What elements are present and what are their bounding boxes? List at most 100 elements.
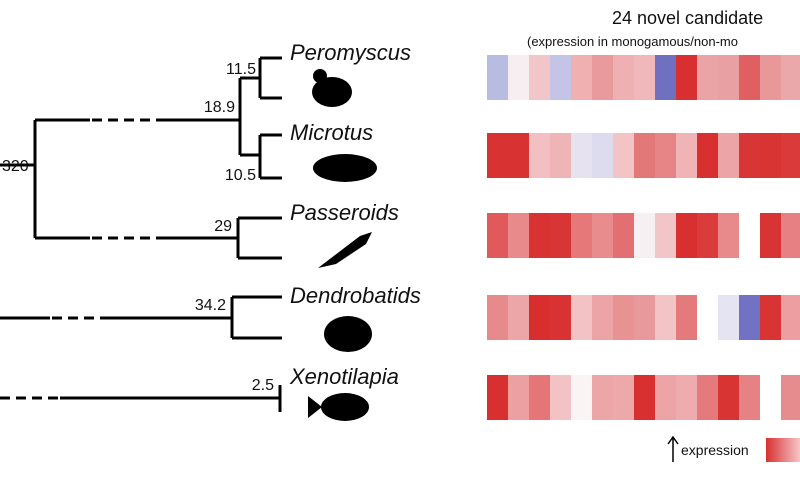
heatmap-cell — [634, 133, 655, 178]
heatmap-cell — [760, 133, 781, 178]
heatmap-cell — [718, 133, 739, 178]
heatmap-cell — [613, 133, 634, 178]
legend-label: expression — [681, 442, 749, 458]
heatmap-cell — [697, 375, 718, 420]
heatmap-cell — [571, 375, 592, 420]
heatmap-cell — [529, 55, 550, 100]
heatmap-cell — [634, 375, 655, 420]
heatmap-cell — [760, 55, 781, 100]
node-label: 2.5 — [252, 377, 274, 394]
heatmap-cell — [718, 375, 739, 420]
heatmap-subtitle: (expression in monogamous/non-mo — [527, 34, 738, 49]
heatmap-cell — [718, 295, 739, 340]
node-label: 11.5 — [226, 61, 256, 78]
species-label: Microtus — [290, 120, 373, 145]
heatmap-cell — [655, 133, 676, 178]
heatmap-cell — [760, 375, 781, 420]
heatmap-cell — [676, 213, 697, 258]
species-label: Passeroids — [290, 200, 399, 225]
heatmap-cell — [571, 213, 592, 258]
heatmap-cell — [739, 295, 760, 340]
frog-icon — [324, 316, 372, 352]
heatmap-cell — [571, 55, 592, 100]
node-label: 34.2 — [195, 297, 226, 314]
heatmap-cell — [508, 213, 529, 258]
heatmap-cell — [487, 55, 508, 100]
heatmap-cell — [529, 295, 550, 340]
species-label: Xenotilapia — [289, 364, 399, 389]
heatmap-title: 24 novel candidate — [612, 8, 763, 28]
heatmap-cell — [697, 133, 718, 178]
mouse-icon — [312, 77, 352, 107]
heatmap-cell — [613, 55, 634, 100]
heatmap-cell — [592, 295, 613, 340]
heatmap-cell — [676, 375, 697, 420]
heatmap-cell — [739, 375, 760, 420]
heatmap-cell — [739, 55, 760, 100]
heatmap-cell — [739, 213, 760, 258]
heatmap — [487, 55, 800, 420]
fish-icon — [321, 393, 369, 421]
heatmap-cell — [781, 375, 800, 420]
heatmap-cell — [592, 375, 613, 420]
heatmap-cell — [781, 213, 800, 258]
species-label: Dendrobatids — [290, 283, 421, 308]
heatmap-cell — [760, 213, 781, 258]
heatmap-cell — [739, 133, 760, 178]
heatmap-cell — [676, 55, 697, 100]
heatmap-cell — [697, 213, 718, 258]
heatmap-cell — [613, 213, 634, 258]
mouse-icon — [313, 69, 327, 83]
silhouettes — [308, 69, 377, 421]
heatmap-cell — [529, 133, 550, 178]
heatmap-cell — [781, 55, 800, 100]
heatmap-cell — [655, 375, 676, 420]
arrow — [667, 435, 679, 462]
heatmap-cell — [550, 375, 571, 420]
heatmap-cell — [655, 295, 676, 340]
heatmap-cell — [571, 295, 592, 340]
heatmap-cell — [550, 213, 571, 258]
heatmap-cell — [529, 375, 550, 420]
heatmap-cell — [529, 213, 550, 258]
heatmap-cell — [697, 55, 718, 100]
heatmap-cell — [634, 55, 655, 100]
heatmap-cell — [634, 295, 655, 340]
heatmap-cell — [508, 295, 529, 340]
heatmap-cell — [760, 295, 781, 340]
heatmap-cell — [571, 133, 592, 178]
heatmap-cell — [676, 133, 697, 178]
fish-icon — [308, 396, 322, 418]
heatmap-cell — [613, 375, 634, 420]
heatmap-cell — [508, 133, 529, 178]
node-label: 320 — [2, 158, 29, 175]
heatmap-cell — [487, 213, 508, 258]
heatmap-cell — [592, 133, 613, 178]
heatmap-cell — [613, 295, 634, 340]
heatmap-cell — [550, 295, 571, 340]
heatmap-cell — [718, 213, 739, 258]
heatmap-cell — [592, 213, 613, 258]
heatmap-cell — [634, 213, 655, 258]
heatmap-cell — [508, 375, 529, 420]
bird-icon — [318, 232, 372, 268]
node-label: 29 — [214, 218, 232, 235]
heatmap-cell — [592, 55, 613, 100]
heatmap-cell — [655, 55, 676, 100]
heatmap-cell — [697, 295, 718, 340]
phylogeny — [0, 56, 282, 412]
legend-gradient — [766, 438, 800, 462]
node-label: 10.5 — [225, 167, 256, 184]
species-label: Peromyscus — [290, 40, 411, 65]
heatmap-cell — [550, 55, 571, 100]
heatmap-cell — [781, 133, 800, 178]
vole-icon — [313, 154, 377, 182]
heatmap-cell — [508, 55, 529, 100]
heatmap-cell — [487, 375, 508, 420]
heatmap-cell — [487, 295, 508, 340]
node-label: 18.9 — [204, 99, 235, 116]
heatmap-cell — [718, 55, 739, 100]
heatmap-cell — [487, 133, 508, 178]
heatmap-cell — [676, 295, 697, 340]
